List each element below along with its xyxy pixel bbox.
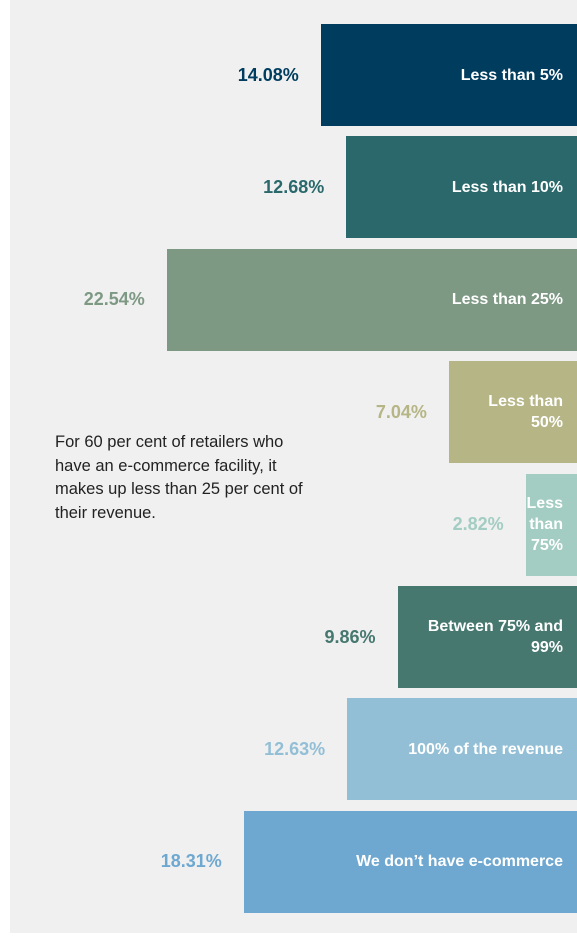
- bar-label: Less than 75%: [526, 495, 563, 555]
- bar: Less than 25%: [166, 248, 577, 351]
- value-label: 18.31%: [160, 851, 222, 872]
- value-label: 12.63%: [264, 738, 326, 759]
- bar-label: Less than 50%: [488, 393, 563, 432]
- bar-label: Less than 10%: [451, 178, 563, 196]
- bar: Less than 75%: [525, 473, 577, 576]
- value-label: 2.82%: [452, 514, 504, 535]
- bar: 100% of the revenue: [347, 698, 577, 801]
- bar-label: Less than 5%: [460, 66, 563, 84]
- bar-label: We don’t have e-commerce: [356, 853, 563, 871]
- value-label: 22.54%: [83, 289, 145, 310]
- bar-label: 100% of the revenue: [408, 740, 563, 758]
- bar-label: Between 75% and 99%: [427, 618, 563, 656]
- value-label: 14.08%: [237, 64, 299, 85]
- value-label: 12.68%: [263, 176, 325, 197]
- value-label: 9.86%: [324, 626, 376, 647]
- bar: Less than 10%: [346, 136, 577, 239]
- value-label: 7.04%: [375, 401, 427, 422]
- bar: Less than 50%: [448, 361, 577, 464]
- bar: We don’t have e-commerce: [243, 810, 577, 913]
- bar-label: Less than 25%: [451, 291, 563, 309]
- chart: For 60 per cent of retailers who have an…: [10, 0, 577, 933]
- bar: Less than 5%: [320, 24, 577, 126]
- annotation: For 60 per cent of retailers who have an…: [55, 433, 303, 522]
- bar: Between 75% and 99%: [397, 586, 577, 688]
